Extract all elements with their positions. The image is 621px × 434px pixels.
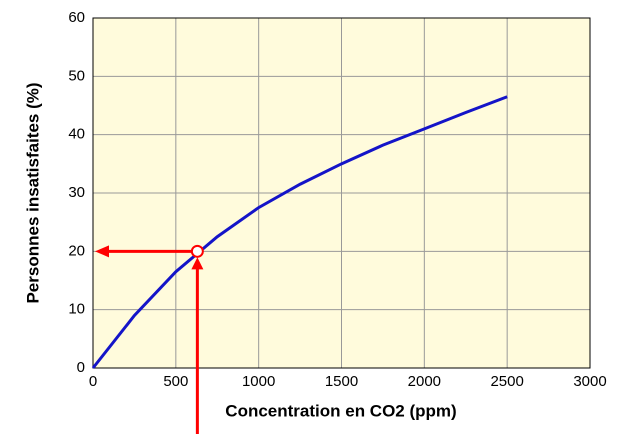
plot-border [92,17,591,369]
y-tick-label: 50 [68,67,85,84]
y-tick-label: 40 [68,126,85,143]
marker-point [190,244,204,258]
y-tick-label: 60 [68,9,85,26]
x-tick-label: 3000 [573,373,606,390]
x-tick-label: 2000 [408,373,441,390]
x-axis-label: Concentration en CO2 (ppm) [225,401,456,420]
y-tick-label: 30 [68,184,85,201]
x-tick-label: 500 [163,373,188,390]
y-axis-label: Personnes insatisfaites (%) [23,82,42,303]
y-tick-label: 20 [68,242,85,259]
x-tick-label: 1000 [242,373,275,390]
x-tick-label: 2500 [490,373,523,390]
x-tick-label: 0 [89,373,97,390]
arrow-head [95,245,109,258]
curve [91,95,508,369]
arrow-head [191,257,204,270]
y-tick-label: 0 [77,359,85,376]
y-tick-label: 10 [68,301,85,318]
x-tick-label: 1500 [325,373,358,390]
